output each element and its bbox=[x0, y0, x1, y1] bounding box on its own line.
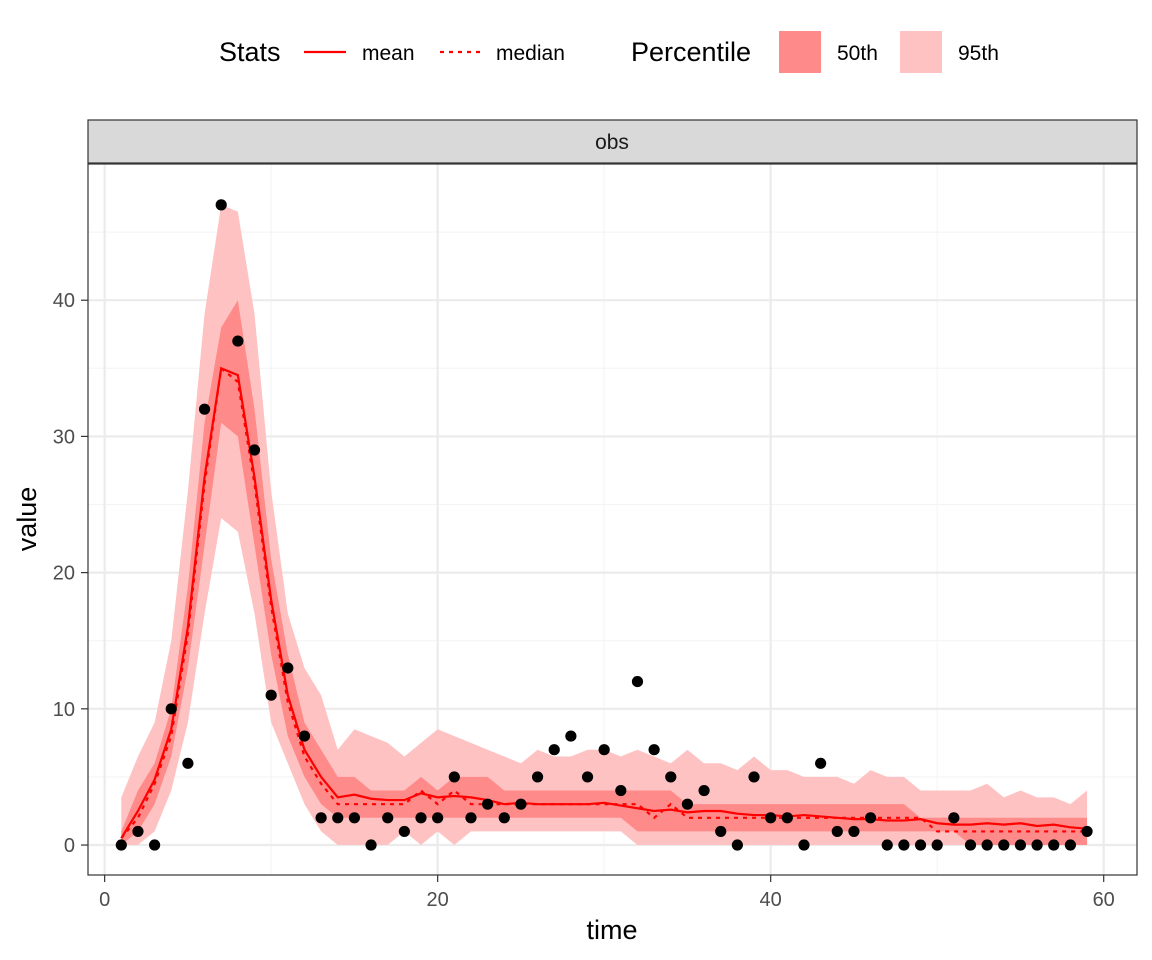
observation-point bbox=[914, 839, 927, 851]
observation-point bbox=[765, 812, 777, 824]
observation-point bbox=[432, 812, 444, 824]
observation-point bbox=[198, 403, 211, 415]
legend-50th-swatch bbox=[779, 31, 821, 73]
stat-lines bbox=[120, 366, 1088, 839]
y-tick-label: 30 bbox=[53, 426, 75, 448]
observation-point bbox=[598, 744, 610, 756]
observation-point bbox=[182, 757, 194, 769]
observation-point bbox=[931, 839, 943, 851]
observation-point bbox=[498, 812, 510, 824]
observation-point bbox=[165, 703, 177, 715]
plot-panel-border bbox=[87, 163, 1138, 876]
observation-point bbox=[631, 675, 644, 688]
legend-95th-swatch bbox=[900, 31, 942, 73]
legend-median-label: median bbox=[496, 42, 565, 65]
y-tick-label: 40 bbox=[53, 290, 75, 312]
facet-label: obs bbox=[595, 131, 629, 154]
y-axis-title: value bbox=[12, 487, 42, 552]
band-95th bbox=[121, 204, 1088, 846]
observation-point bbox=[232, 335, 244, 347]
observation-point bbox=[565, 730, 577, 742]
percentile-bands bbox=[121, 204, 1088, 846]
observation-point bbox=[265, 689, 277, 701]
observation-point bbox=[298, 730, 311, 742]
observation-point bbox=[365, 839, 377, 851]
observation-point bbox=[615, 784, 627, 797]
observation-point bbox=[898, 839, 910, 851]
observation-point bbox=[515, 798, 527, 810]
observation-points bbox=[115, 199, 1093, 851]
observation-point bbox=[665, 771, 677, 783]
observation-point bbox=[1031, 839, 1043, 851]
facet-strip bbox=[87, 119, 1138, 164]
observation-point bbox=[648, 744, 660, 756]
x-axis-title: time bbox=[586, 915, 637, 945]
observation-point bbox=[332, 812, 344, 824]
observation-point bbox=[698, 784, 710, 797]
legend: Stats mean median Percentile 50th 95th bbox=[219, 31, 999, 73]
observation-point bbox=[282, 662, 294, 674]
y-axis: 0 10 20 30 40 bbox=[53, 290, 88, 857]
observation-point bbox=[848, 825, 860, 838]
y-tick-label: 0 bbox=[64, 835, 75, 857]
x-tick-label: 40 bbox=[760, 889, 782, 911]
observation-point bbox=[881, 839, 893, 851]
observation-point bbox=[981, 839, 993, 851]
observation-point bbox=[798, 839, 810, 851]
x-tick-label: 20 bbox=[427, 889, 449, 911]
observation-point bbox=[681, 798, 694, 810]
observation-point bbox=[1064, 839, 1076, 851]
legend-50th-label: 50th bbox=[837, 42, 878, 65]
observation-point bbox=[215, 199, 227, 211]
observation-point bbox=[964, 839, 977, 851]
y-tick-label: 20 bbox=[53, 563, 75, 585]
observation-point bbox=[715, 825, 727, 838]
mean-line bbox=[120, 366, 1088, 839]
observation-point bbox=[1014, 839, 1027, 851]
observation-point bbox=[781, 812, 793, 824]
observation-point bbox=[998, 839, 1010, 851]
x-axis: 0 20 40 60 bbox=[99, 875, 1115, 911]
observation-point bbox=[548, 744, 560, 756]
observation-point bbox=[315, 812, 327, 824]
observation-point bbox=[448, 771, 460, 783]
observation-point bbox=[465, 812, 477, 824]
observation-point bbox=[831, 825, 843, 838]
observation-point bbox=[1048, 839, 1060, 851]
x-tick-label: 0 bbox=[99, 889, 110, 911]
observation-point bbox=[382, 812, 394, 824]
observation-point bbox=[1081, 825, 1093, 838]
observation-point bbox=[115, 839, 127, 851]
observation-point bbox=[948, 812, 960, 824]
observation-point bbox=[348, 812, 361, 824]
observation-point bbox=[398, 825, 410, 838]
observation-point bbox=[731, 839, 743, 851]
legend-percentile-title: Percentile bbox=[631, 37, 751, 67]
observation-point bbox=[248, 444, 261, 456]
observation-point bbox=[482, 798, 494, 810]
observation-point bbox=[132, 825, 144, 838]
y-tick-label: 10 bbox=[53, 699, 75, 721]
legend-95th-label: 95th bbox=[958, 42, 999, 65]
observation-point bbox=[149, 839, 161, 851]
legend-stats-title: Stats bbox=[219, 37, 281, 67]
observation-point bbox=[581, 771, 594, 783]
x-tick-label: 60 bbox=[1093, 889, 1115, 911]
observation-point bbox=[748, 771, 760, 783]
legend-mean-label: mean bbox=[362, 42, 415, 65]
observation-point bbox=[815, 757, 827, 769]
band-50th bbox=[121, 300, 1088, 846]
observation-point bbox=[864, 812, 877, 824]
observation-point bbox=[415, 812, 427, 824]
observation-point bbox=[531, 771, 544, 783]
